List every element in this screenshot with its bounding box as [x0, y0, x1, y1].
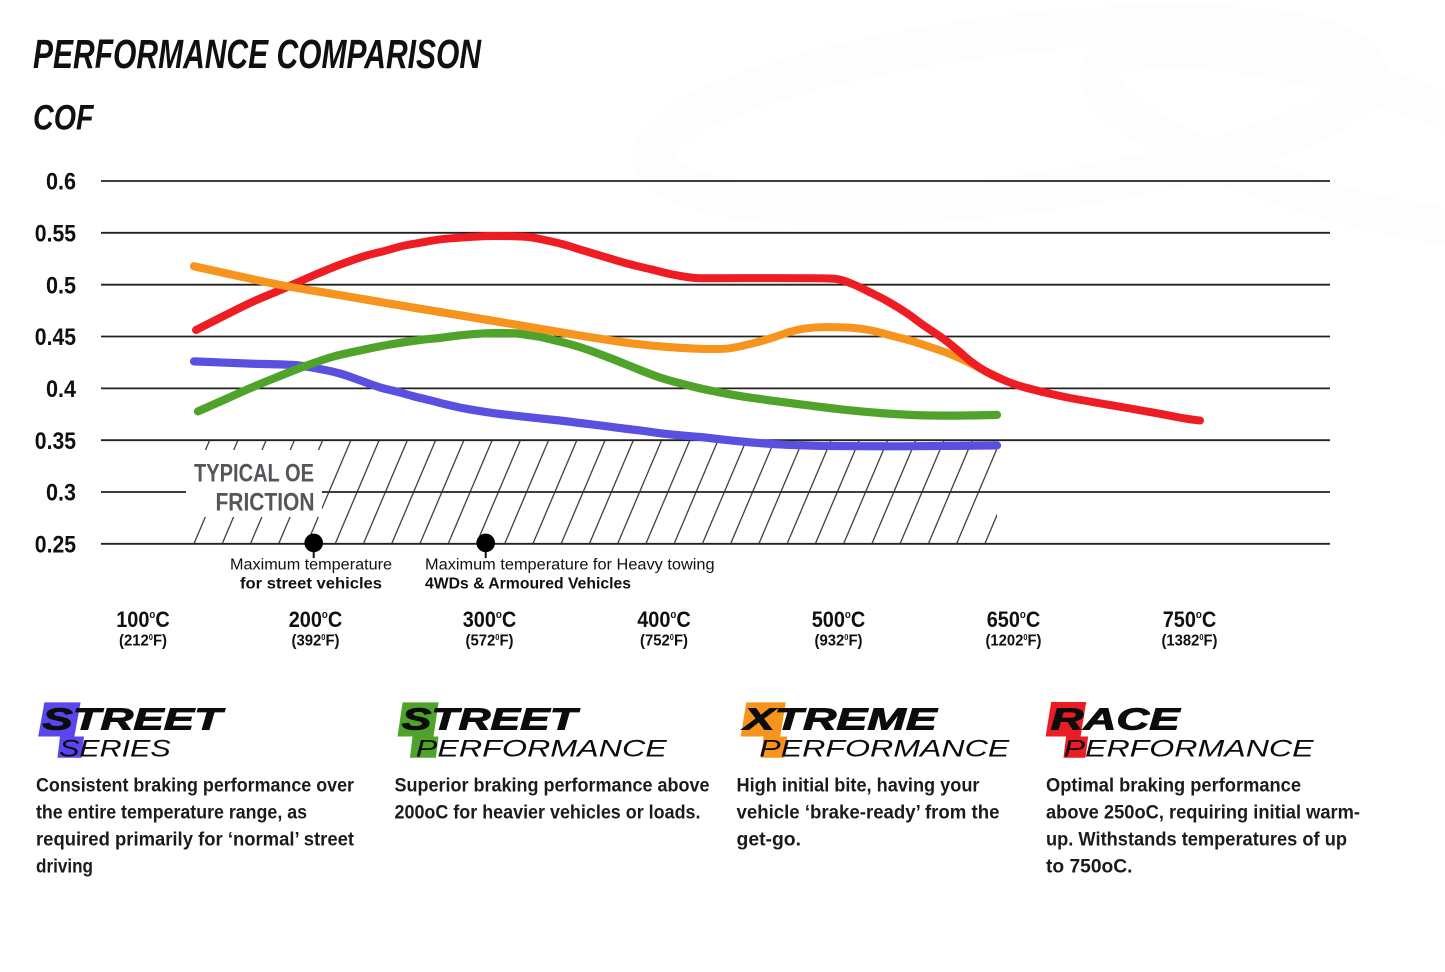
svg-text:(9320F): (9320F) [815, 633, 863, 650]
svg-text:for street vehicles: for street vehicles [240, 576, 382, 593]
svg-text:100oC: 100oC [116, 607, 170, 632]
svg-text:to 750oC.: to 750oC. [1046, 855, 1133, 877]
svg-text:200oC for heavier vehicles or: 200oC for heavier vehicles or loads. [395, 801, 701, 823]
svg-text:driving: driving [36, 855, 93, 877]
svg-text:SERIES: SERIES [59, 736, 171, 763]
svg-text:0.45: 0.45 [35, 324, 76, 351]
svg-text:required primarily for ‘normal: required primarily for ‘normal’ street [36, 828, 354, 850]
svg-text:200oC: 200oC [289, 607, 343, 632]
svg-text:Maximum temperature for Heavy: Maximum temperature for Heavy towing [425, 556, 715, 573]
svg-text:Optimal braking performance: Optimal braking performance [1046, 774, 1301, 796]
svg-text:get-go.: get-go. [737, 828, 802, 850]
svg-text:0.55: 0.55 [35, 220, 76, 247]
svg-text:0.4: 0.4 [46, 376, 77, 403]
svg-text:High initial bite, having your: High initial bite, having your [737, 774, 980, 796]
svg-text:Consistent braking performance: Consistent braking performance over [36, 774, 354, 796]
svg-text:(2120F): (2120F) [119, 633, 167, 650]
svg-text:Maximum temperature: Maximum temperature [230, 556, 392, 573]
svg-text:STREET: STREET [42, 702, 226, 737]
svg-text:PERFORMANCE: PERFORMANCE [1064, 736, 1315, 763]
svg-text:vehicle ‘brake-ready’ from the: vehicle ‘brake-ready’ from the [737, 801, 1000, 823]
svg-text:0.25: 0.25 [35, 531, 76, 558]
svg-text:4WDs & Armoured Vehicles: 4WDs & Armoured Vehicles [425, 576, 631, 593]
svg-text:650oC: 650oC [987, 607, 1041, 632]
svg-text:750oC: 750oC [1163, 607, 1217, 632]
svg-text:PERFORMANCE: PERFORMANCE [416, 736, 668, 763]
svg-text:300oC: 300oC [463, 607, 517, 632]
svg-text:0.35: 0.35 [35, 428, 76, 455]
svg-text:RACE: RACE [1051, 702, 1182, 737]
svg-text:TYPICAL OE: TYPICAL OE [194, 459, 314, 487]
svg-text:above 250oC, requiring initial: above 250oC, requiring initial warm- [1046, 801, 1360, 823]
svg-text:0.3: 0.3 [46, 480, 76, 507]
svg-text:0.5: 0.5 [46, 272, 76, 299]
svg-text:0.6: 0.6 [46, 169, 76, 196]
svg-text:Superior braking performance a: Superior braking performance above [395, 774, 710, 796]
svg-text:(12020F): (12020F) [986, 633, 1042, 650]
svg-text:STREET: STREET [402, 702, 581, 737]
svg-text:(3920F): (3920F) [292, 633, 340, 650]
svg-text:500oC: 500oC [812, 607, 866, 632]
svg-text:PERFORMANCE: PERFORMANCE [759, 736, 1010, 763]
svg-text:XTREME: XTREME [741, 702, 939, 737]
svg-text:up. Withstands temperatures of: up. Withstands temperatures of up [1046, 828, 1347, 850]
svg-text:the entire temperature range,: the entire temperature range, as [36, 801, 307, 823]
svg-text:400oC: 400oC [637, 607, 691, 632]
svg-text:(5720F): (5720F) [466, 633, 514, 650]
svg-text:(7520F): (7520F) [640, 633, 688, 650]
svg-text:(13820F): (13820F) [1162, 633, 1218, 650]
svg-text:FRICTION: FRICTION [216, 489, 315, 517]
svg-text:COF: COF [33, 99, 95, 138]
svg-text:PERFORMANCE COMPARISON: PERFORMANCE COMPARISON [33, 31, 482, 77]
